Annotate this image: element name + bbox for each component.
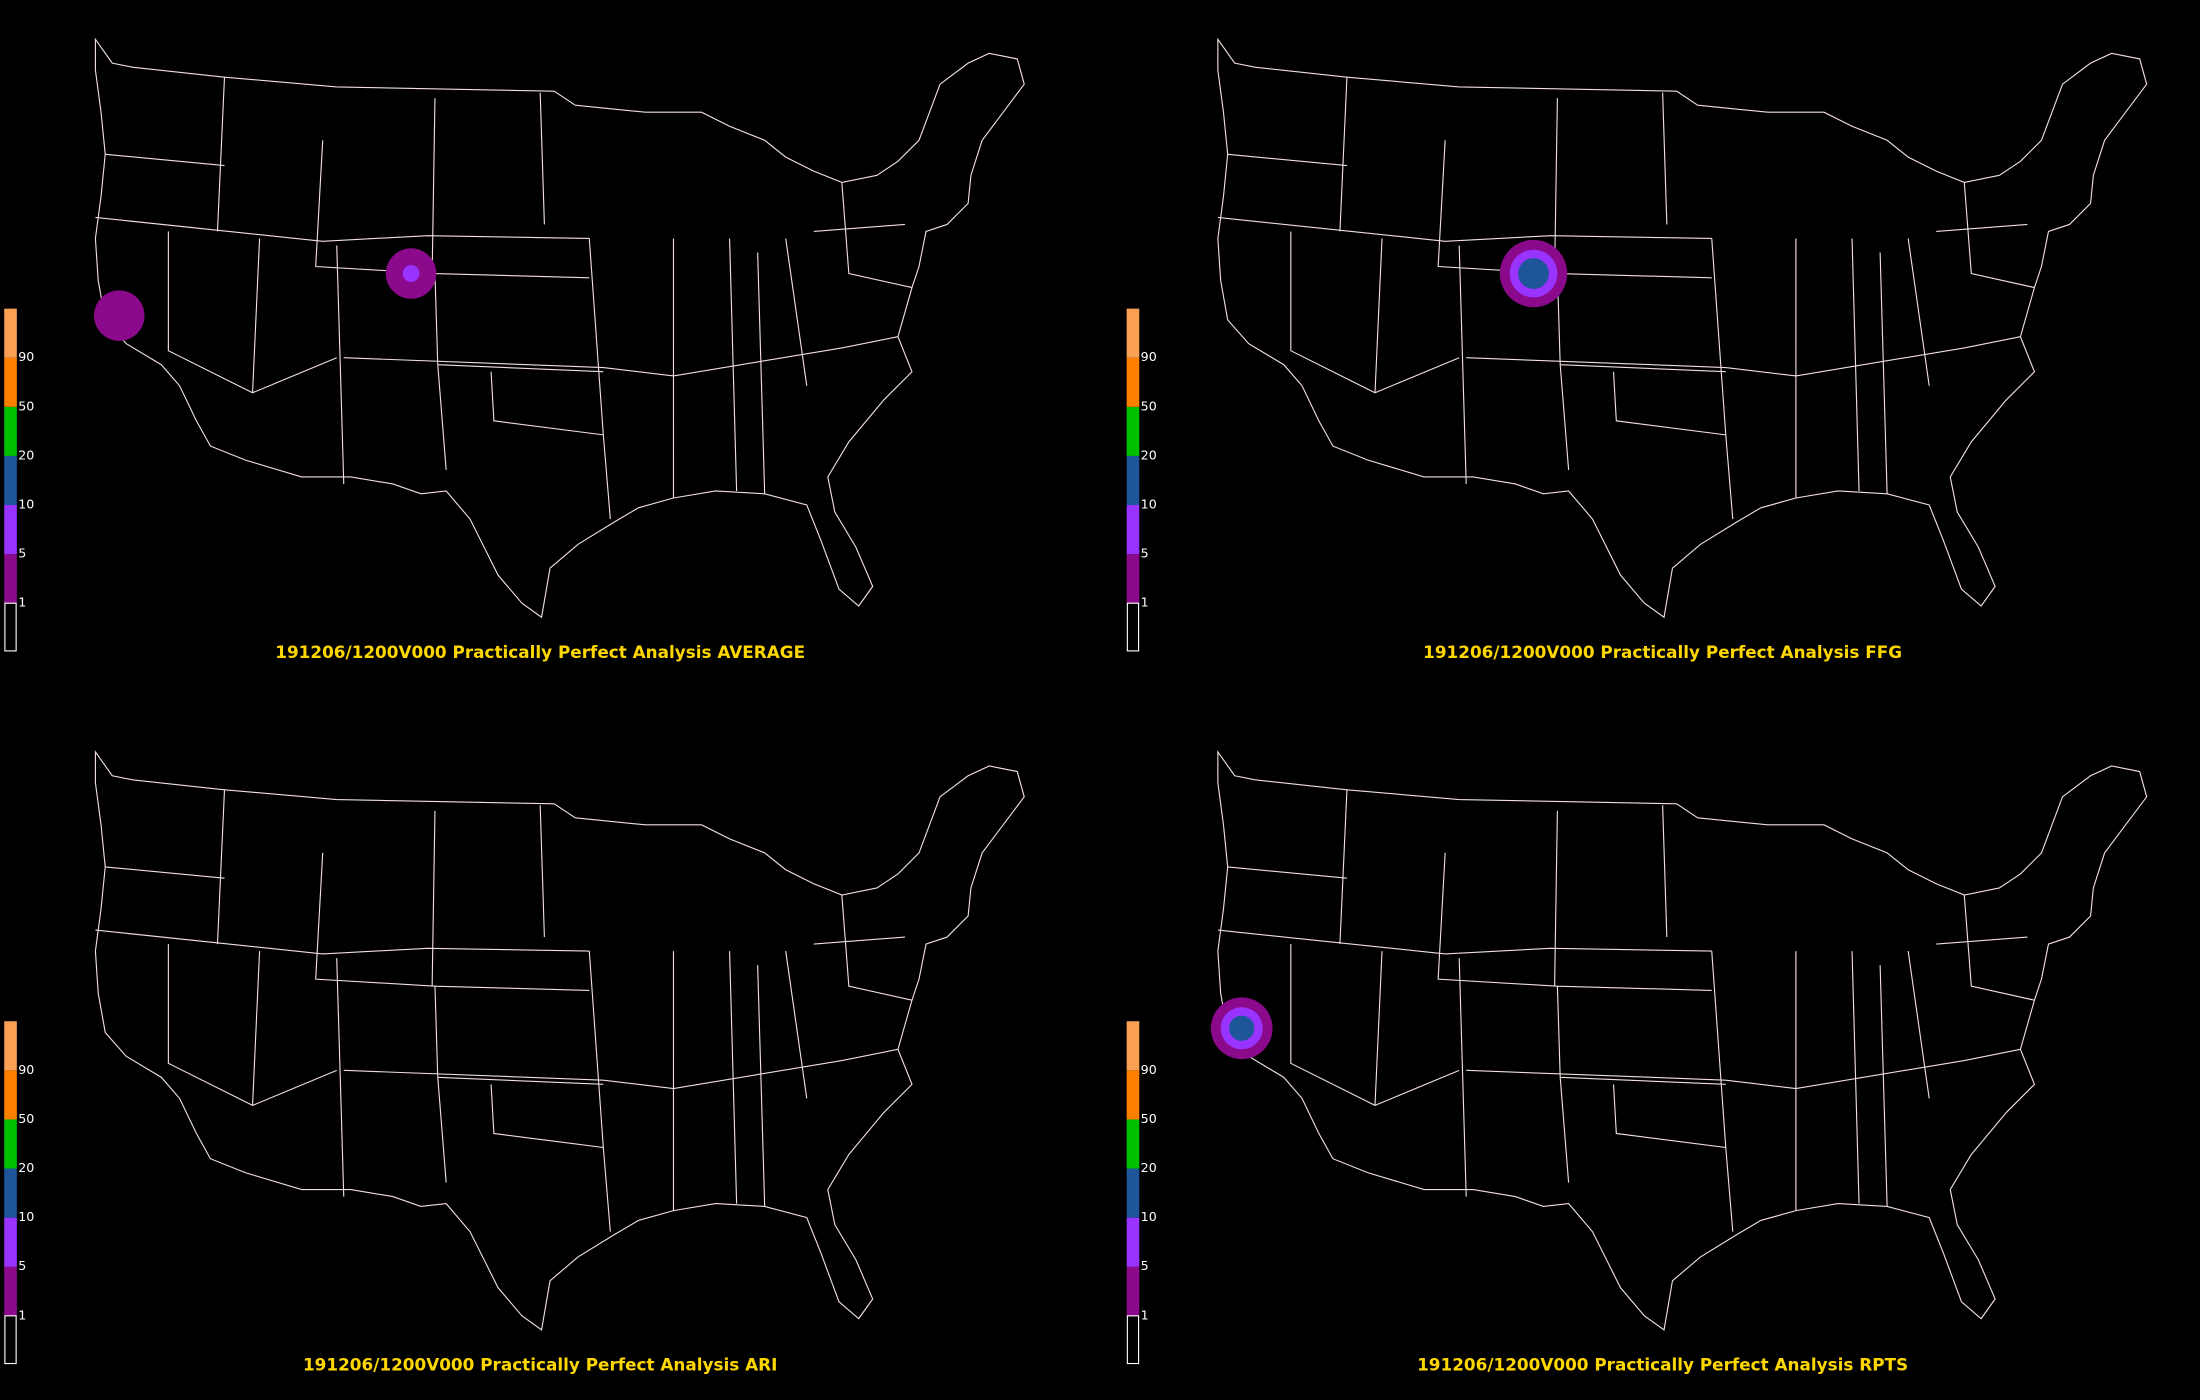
colorbar-empty [1126, 602, 1140, 652]
colorbar-segment [4, 455, 17, 506]
colorbar-label: 90 [1141, 1062, 1157, 1077]
colorbar-segment [1126, 554, 1140, 604]
colorbar-label: 50 [1141, 398, 1157, 413]
colorbar-segment [1126, 455, 1140, 506]
colorbar-label: 50 [1141, 1111, 1157, 1126]
colorbar-label: 90 [18, 1062, 34, 1077]
colorbar-empty [1126, 1315, 1140, 1365]
colorbar-label: 20 [1141, 1160, 1157, 1175]
colorbar-segment [4, 1217, 17, 1267]
blob [1229, 1015, 1255, 1041]
panel-title: 191206/1200V000 Practically Perfect Anal… [1417, 1355, 1908, 1375]
panel-title: 191206/1200V000 Practically Perfect Anal… [303, 1355, 777, 1375]
colorbar-segment [1126, 406, 1140, 456]
colorbar-segment [1126, 308, 1140, 358]
colorbar-empty [4, 1315, 17, 1365]
colorbar-label: 50 [18, 398, 34, 413]
colorbar-label: 10 [18, 497, 34, 512]
colorbar-empty [4, 602, 17, 652]
colorbar-segment [4, 505, 17, 555]
blob [1518, 258, 1549, 289]
colorbar-label: 90 [1141, 349, 1157, 364]
colorbar-segment [4, 406, 17, 456]
colorbar-label: 5 [18, 1258, 26, 1273]
colorbar-label: 1 [1141, 595, 1149, 610]
panel: 1 5 10 20 50 90 191206/1200V000 Practically Pe… [4, 38, 1025, 662]
colorbar-label: 1 [18, 595, 26, 610]
colorbar-segment [1126, 1217, 1140, 1267]
colorbar-segment [1126, 505, 1140, 555]
colorbar-label: 5 [1141, 1258, 1149, 1273]
colorbar-label: 20 [18, 447, 34, 462]
colorbar-label: 90 [18, 349, 34, 364]
colorbar-label: 50 [18, 1111, 34, 1126]
colorbar-segment [1126, 1021, 1140, 1071]
colorbar-segment [4, 357, 17, 407]
colorbar-label: 10 [18, 1209, 34, 1224]
panel: 1 5 10 20 50 90 191206/1200V000 Practically Pe… [1126, 751, 2148, 1375]
colorbar-segment [1126, 1168, 1140, 1218]
colorbar-label: 20 [18, 1160, 34, 1175]
colorbar-segment [4, 554, 17, 604]
colorbar-label: 10 [1141, 1209, 1157, 1224]
colorbar-segment [1126, 1119, 1140, 1169]
colorbar-label: 1 [18, 1307, 26, 1322]
colorbar-label: 20 [1141, 447, 1157, 462]
blob [402, 265, 420, 282]
panel: 1 5 10 20 50 90 191206/1200V000 Practically Pe… [1126, 38, 2148, 662]
colorbar-segment [4, 1168, 17, 1218]
panel-title: 191206/1200V000 Practically Perfect Anal… [1423, 642, 1902, 662]
colorbar-segment [1126, 1070, 1140, 1120]
colorbar-segment [4, 1070, 17, 1120]
colorbar-segment [1126, 1266, 1140, 1316]
colorbar-label: 10 [1141, 497, 1157, 512]
colorbar-segment [4, 1119, 17, 1169]
colorbar-label: 1 [1141, 1307, 1149, 1322]
colorbar-segment [4, 1021, 17, 1071]
colorbar-label: 5 [1141, 546, 1149, 561]
colorbar-label: 5 [18, 546, 26, 561]
panel-title: 191206/1200V000 Practically Perfect Anal… [275, 642, 805, 662]
colorbar-segment [4, 1266, 17, 1316]
panel: 1 5 10 20 50 90 191206/1200V000 Practically Pe… [4, 751, 1025, 1375]
colorbar-segment [1126, 357, 1140, 407]
colorbar-segment [4, 308, 17, 358]
blob [94, 290, 145, 341]
